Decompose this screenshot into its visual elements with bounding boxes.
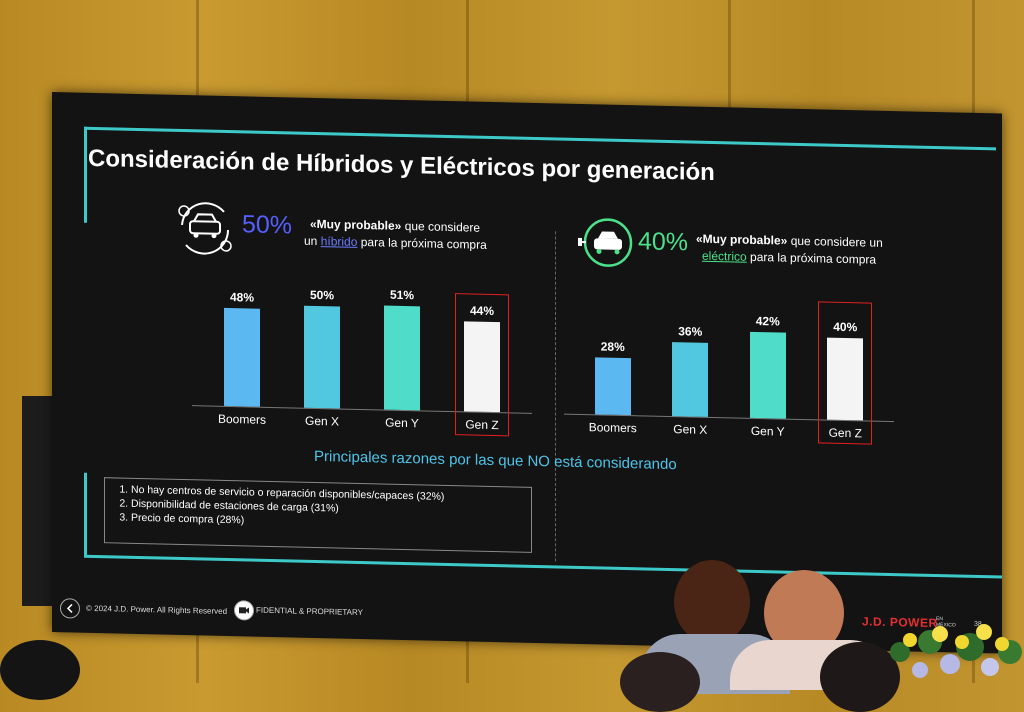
- bar-category-label: Gen X: [304, 413, 340, 429]
- bar-value-label: 50%: [309, 287, 335, 303]
- bar-category-label: Boomers: [588, 420, 637, 436]
- slide-footer: © 2024 J.D. Power. All Rights Reserved F…: [52, 588, 1002, 650]
- flower-arrangement: [880, 612, 1024, 692]
- vertical-divider: [555, 231, 556, 562]
- electric-statement: «Muy probable» que considere un eléctric…: [696, 231, 883, 269]
- bar-value-label: 28%: [600, 339, 625, 354]
- electric-line1: que considere un: [787, 233, 883, 250]
- audience-head: [0, 640, 80, 700]
- chevron-left-icon: [66, 603, 73, 613]
- bar-category-label: Boomers: [217, 411, 267, 427]
- highlight-box: [818, 301, 873, 445]
- confidential-text: FIDENTIAL & PROPRIETARY: [256, 605, 363, 618]
- hybrid-link: híbrido: [320, 234, 358, 249]
- bar-boomers: [594, 357, 631, 416]
- speaker-cabinet: [22, 396, 54, 606]
- hybrid-car-cycle-icon: [174, 199, 236, 261]
- reasons-list: No hay centros de servicio o reparación …: [105, 482, 531, 534]
- electric-percentage: 40%: [638, 227, 689, 257]
- bar-category-label: Gen Y: [385, 415, 419, 431]
- electric-line2-post: para la próxima compra: [746, 249, 877, 267]
- camera-button[interactable]: [234, 600, 254, 621]
- bar-gen-y: [384, 305, 420, 411]
- hybrid-percentage: 50%: [242, 210, 293, 240]
- audience-head: [674, 560, 750, 644]
- hybrid-generation-chart: 48% Boomers 50% Gen X 51% Gen Y 44% Gen Z: [192, 287, 532, 437]
- left-accent-line-bottom: [84, 472, 87, 557]
- electric-generation-chart: 28% Boomers 36% Gen X 42% Gen Y 40% Gen Z: [564, 301, 894, 445]
- bar-value-label: 51%: [389, 287, 415, 302]
- presentation-screen: Consideración de Híbridos y Eléctricos p…: [52, 92, 1002, 654]
- audience-head: [620, 652, 700, 712]
- copyright-text: © 2024 J.D. Power. All Rights Reserved: [86, 603, 228, 616]
- hybrid-line1: que considere: [401, 218, 481, 235]
- bar-gen-x: [304, 305, 340, 409]
- bottom-accent-line: [84, 554, 1002, 579]
- electric-link: eléctrico: [702, 248, 747, 264]
- hybrid-strong: «Muy probable»: [310, 216, 402, 233]
- prev-slide-button[interactable]: [60, 598, 80, 619]
- bar-value-label: 36%: [678, 324, 703, 340]
- hybrid-statement: «Muy probable» que considere un híbrido …: [304, 216, 487, 254]
- hybrid-line2-post: para la próxima compra: [357, 234, 487, 252]
- left-accent-line: [84, 126, 87, 223]
- slide-title: Consideración de Híbridos y Eléctricos p…: [88, 144, 715, 187]
- electric-strong: «Muy probable»: [696, 231, 788, 248]
- bar-gen-x: [672, 342, 709, 417]
- video-camera-icon: [239, 607, 249, 614]
- hybrid-line2-pre: un: [304, 233, 321, 249]
- bar-category-label: Gen X: [673, 422, 708, 437]
- bar-gen-y: [749, 331, 786, 419]
- reasons-subtitle: Principales razones por las que NO está …: [314, 447, 677, 474]
- reasons-box: No hay centros de servicio o reparación …: [104, 477, 532, 553]
- electric-car-plug-icon: [578, 216, 634, 274]
- bar-category-label: Gen Y: [750, 423, 785, 439]
- highlight-box: [455, 293, 509, 437]
- bar-value-label: 48%: [229, 289, 255, 305]
- bar-boomers: [224, 307, 260, 407]
- bar-value-label: 42%: [755, 314, 780, 329]
